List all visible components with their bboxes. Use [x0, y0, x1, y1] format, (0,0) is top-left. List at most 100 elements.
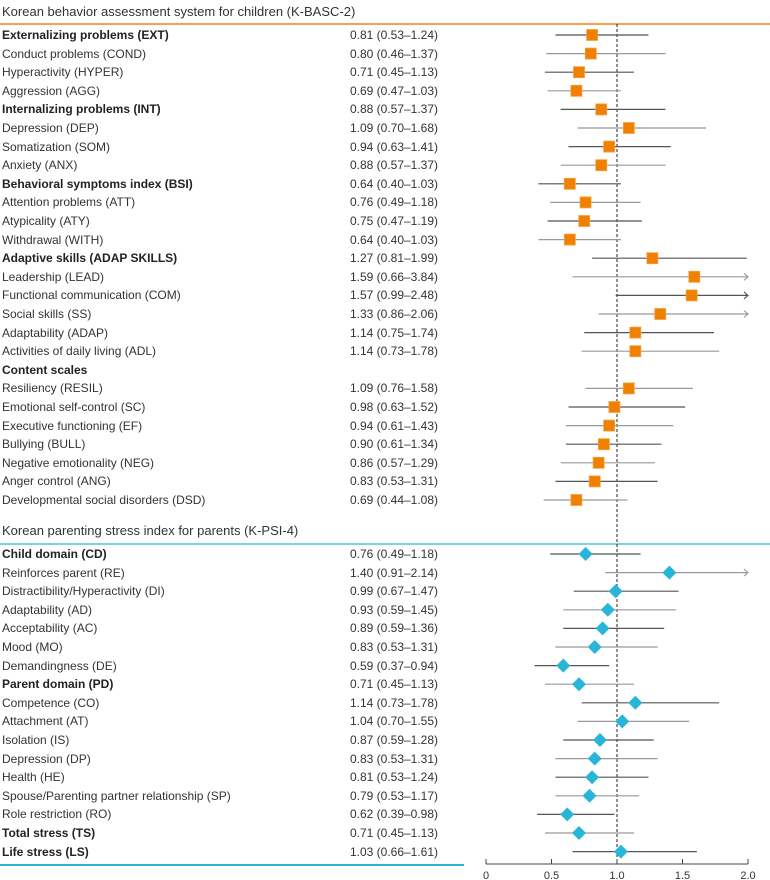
point-estimate-square [563, 233, 576, 246]
point-estimate-square [563, 177, 576, 190]
row-value: 0.69 (0.44–1.08) [349, 493, 439, 507]
row-label: Externalizing problems (EXT) [2, 28, 169, 42]
point-estimate-diamond [615, 714, 630, 729]
row-value: 1.59 (0.66–3.84) [349, 269, 439, 284]
ci-arrow-icon [743, 310, 749, 318]
x-tick-label: 1.0 [609, 870, 624, 880]
point-estimate-diamond [592, 733, 607, 747]
row-value: 1.03 (0.66–1.61) [349, 844, 439, 859]
row-value: 1.40 (0.91–2.14) [349, 565, 439, 580]
row-value: 0.99 (0.67–1.47) [349, 584, 439, 599]
row-value: 0.71 (0.45–1.13) [349, 65, 439, 80]
row-value: 1.09 (0.76–1.58) [349, 381, 439, 396]
row-value: 0.79 (0.53–1.17) [349, 788, 439, 803]
row-label: Negative emotionality (NEG) [2, 455, 155, 470]
point-estimate-square [654, 308, 667, 320]
x-tick-label: 2.0 [740, 870, 755, 880]
point-estimate-square [595, 159, 608, 172]
section-rule [0, 543, 770, 545]
row-value: 0.81 (0.53–1.24) [349, 770, 439, 785]
row-label: Anxiety (ANX) [2, 158, 78, 173]
section-title: Korean behavior assessment system for ch… [2, 4, 356, 19]
point-estimate-square [592, 456, 605, 469]
row-label: Depression (DEP) [2, 121, 99, 135]
row-label: Mood (MO) [2, 640, 63, 654]
row-value: 0.88 (0.57–1.37) [349, 158, 439, 173]
row-label: Isolation (IS) [2, 733, 70, 747]
ci-arrow-icon [743, 291, 749, 300]
row-value: 0.88 (0.57–1.37) [349, 102, 439, 117]
row-label: Life stress (LS) [2, 844, 89, 859]
point-estimate-square [622, 122, 635, 134]
row-label: Bullying (BULL) [2, 437, 86, 452]
section-rule [0, 23, 770, 25]
row-value: 0.94 (0.61–1.43) [349, 418, 439, 433]
row-label: Hyperactivity (HYPER) [2, 65, 124, 80]
row-label: Child domain (CD) [2, 547, 107, 561]
point-estimate-square [588, 475, 601, 488]
row-label: Conduct problems (COND) [2, 46, 147, 61]
row-value: 0.71 (0.45–1.13) [349, 826, 439, 840]
row-label: Attachment (AT) [2, 714, 89, 729]
row-value: 1.57 (0.99–2.48) [349, 288, 439, 303]
row-label: Health (HE) [2, 770, 65, 785]
row-value: 1.04 (0.70–1.55) [349, 714, 439, 729]
point-estimate-diamond [560, 807, 575, 822]
row-label: Competence (CO) [2, 695, 100, 710]
point-estimate-square [570, 84, 583, 97]
row-label: Depression (DP) [2, 751, 91, 766]
row-value: 0.83 (0.53–1.31) [349, 751, 439, 766]
row-value: 0.90 (0.61–1.34) [349, 437, 439, 452]
row-value: 0.64 (0.40–1.03) [349, 232, 439, 247]
row-value: 0.87 (0.59–1.28) [349, 733, 439, 747]
row-label: Parent domain (PD) [2, 677, 114, 692]
point-estimate-diamond [595, 621, 610, 636]
point-estimate-diamond [556, 658, 571, 673]
point-estimate-diamond [585, 770, 600, 785]
point-estimate-square [685, 289, 698, 302]
point-estimate-diamond [578, 547, 593, 561]
point-estimate-diamond [582, 788, 597, 803]
row-label: Activities of daily living (ADL) [2, 344, 157, 359]
point-estimate-square [586, 29, 599, 41]
row-value: 0.59 (0.37–0.94) [349, 658, 439, 673]
point-estimate-square [579, 196, 592, 209]
row-value: 1.14 (0.73–1.78) [349, 344, 439, 359]
point-estimate-square [598, 438, 610, 451]
point-estimate-square [578, 215, 591, 227]
point-estimate-square [595, 103, 608, 116]
row-label: Anger control (ANG) [2, 474, 111, 489]
point-estimate-diamond [600, 602, 615, 617]
point-estimate-diamond [587, 640, 602, 654]
row-value: 0.94 (0.63–1.41) [349, 139, 439, 154]
point-estimate-diamond [662, 565, 677, 580]
row-value: 0.93 (0.59–1.45) [349, 602, 439, 617]
ci-arrow-icon [743, 568, 749, 577]
row-value: 1.27 (0.81–1.99) [349, 251, 439, 266]
row-label: Atypicality (ATY) [2, 214, 90, 228]
row-label: Internalizing problems (INT) [2, 102, 161, 117]
point-estimate-square [629, 345, 642, 358]
point-estimate-square [603, 419, 616, 432]
row-label: Acceptability (AC) [2, 621, 98, 636]
row-label: Adaptability (ADAP) [2, 325, 109, 340]
row-label: Functional communication (COM) [2, 288, 181, 303]
x-tick-label: 1.5 [675, 870, 690, 880]
bottom-rule [0, 864, 464, 866]
row-value: 1.14 (0.75–1.74) [349, 325, 439, 340]
point-estimate-square [688, 270, 701, 283]
row-label: Adaptive skills (ADAP SKILLS) [2, 251, 178, 266]
row-value: 0.75 (0.47–1.19) [349, 214, 439, 228]
point-estimate-square [603, 140, 616, 153]
point-estimate-square [622, 382, 635, 395]
point-estimate-diamond [572, 826, 587, 840]
row-value: 0.81 (0.53–1.24) [349, 28, 439, 42]
row-value: 0.86 (0.57–1.29) [349, 455, 439, 470]
section-title: Korean parenting stress index for parent… [2, 523, 299, 538]
row-value: 0.62 (0.39–0.98) [349, 807, 439, 822]
row-value: 0.89 (0.59–1.36) [349, 621, 439, 636]
row-value: 0.76 (0.49–1.18) [349, 195, 439, 210]
row-label: Content scales [2, 362, 88, 377]
point-estimate-square [646, 252, 659, 265]
